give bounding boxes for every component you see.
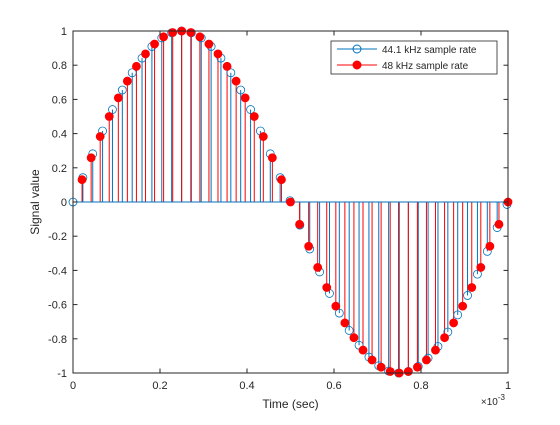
marker-48k [449, 318, 459, 328]
marker-48k [267, 153, 277, 163]
marker-44k [117, 85, 127, 95]
marker-48k [476, 263, 486, 272]
x-exponent-base: ×10 [481, 397, 498, 408]
x-exponent-power: -3 [498, 393, 506, 402]
marker-44k [344, 326, 354, 335]
marker-48k [204, 39, 214, 49]
marker-48k [412, 362, 422, 372]
marker-48k [367, 355, 377, 365]
marker-44k [334, 308, 344, 318]
marker-48k [159, 32, 169, 42]
marker-48k [440, 333, 449, 343]
marker-48k [286, 197, 295, 207]
marker-44k [246, 105, 255, 114]
marker-48k [213, 49, 223, 59]
marker-48k [122, 76, 132, 86]
y-tick-label: 0.6 [52, 94, 67, 106]
marker-48k [150, 39, 159, 49]
x-tick-label: 0.8 [413, 380, 428, 392]
marker-48k [467, 283, 477, 292]
marker-48k [458, 301, 468, 311]
marker-48k [95, 132, 105, 141]
marker-48k [313, 263, 323, 272]
marker-48k [77, 175, 87, 185]
marker-44k [236, 85, 246, 95]
marker-48k [322, 283, 332, 292]
marker-48k [141, 49, 150, 59]
marker-48k [168, 28, 178, 37]
marker-48k [195, 32, 205, 42]
y-tick-label: 1 [61, 26, 67, 38]
x-tick-label: 0 [70, 380, 76, 392]
marker-48k [485, 241, 495, 251]
marker-48k [86, 153, 96, 163]
y-tick-label: -0.6 [48, 300, 67, 312]
y-tick-label: 0.2 [52, 163, 67, 175]
marker-48k [304, 241, 314, 251]
y-tick-label: -0.2 [48, 231, 67, 243]
legend-label-44k: 44.1 kHz sample rate [382, 45, 477, 56]
marker-44k [127, 68, 137, 78]
marker-48k [249, 112, 259, 121]
y-tick-label: 0.8 [52, 60, 67, 72]
marker-48k [295, 219, 304, 229]
marker-48k [431, 345, 440, 355]
ticks-layer: 0 0.2 0.4 0.6 0.8 1 -1 -0.8 -0.6 -0.4 -0.2 0 0.2 0.4 0… [48, 26, 511, 392]
marker-48k [358, 345, 368, 355]
marker-48k [340, 318, 350, 328]
y-tick-label: -0.8 [48, 334, 67, 346]
marker-48k [376, 362, 386, 372]
marker-48k [113, 93, 123, 103]
marker-48k [349, 333, 359, 343]
marker-48k [104, 112, 114, 121]
markers-layer [68, 26, 513, 378]
y-tick-label: 0 [61, 197, 67, 209]
marker-48k [494, 219, 504, 229]
y-tick-label: -0.4 [48, 265, 67, 277]
x-tick-label: 0.2 [152, 380, 167, 392]
y-axis-label: Signal value [28, 169, 42, 235]
y-tick-label: 0.4 [52, 129, 67, 141]
legend-marker-48k [352, 60, 362, 70]
x-exponent-label: ×10-3 [481, 393, 506, 408]
legend: 44.1 kHz sample rate 48 kHz sample rate [330, 40, 498, 75]
marker-48k [385, 367, 395, 376]
marker-48k [277, 175, 286, 185]
marker-48k [240, 93, 250, 103]
marker-48k [231, 76, 241, 86]
marker-44k [453, 310, 463, 320]
legend-label-48k: 48 kHz sample rate [382, 61, 469, 72]
legend-marker-44k [352, 44, 362, 54]
y-tick-label: -1 [57, 368, 67, 380]
x-tick-label: 0.4 [239, 380, 254, 392]
marker-48k [331, 301, 341, 311]
x-tick-label: 1 [505, 380, 511, 392]
x-tick-label: 0.6 [326, 380, 341, 392]
marker-48k [422, 355, 431, 365]
marker-48k [186, 28, 196, 37]
marker-48k [132, 61, 141, 71]
marker-48k [403, 367, 413, 376]
stems-layer [81, 31, 508, 373]
marker-44k [463, 291, 472, 300]
marker-48k [222, 61, 232, 71]
x-axis-label: Time (sec) [262, 397, 318, 411]
marker-44k [226, 68, 236, 78]
marker-48k [258, 132, 268, 141]
